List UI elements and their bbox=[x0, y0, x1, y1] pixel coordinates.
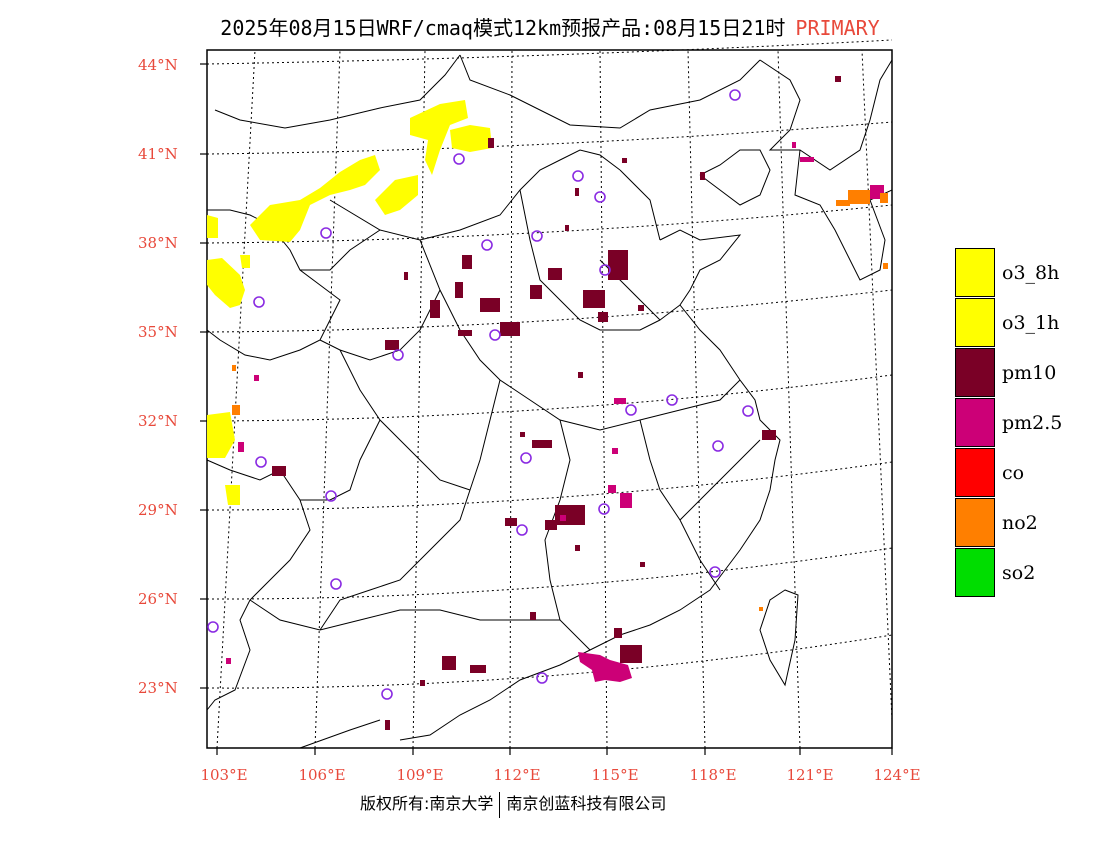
legend-swatch bbox=[955, 348, 995, 397]
legend-swatch bbox=[955, 248, 995, 297]
map-title: 2025年08月15日WRF/cmaq模式12km预报产品:08月15日21时 P… bbox=[0, 12, 1100, 41]
lat-label-38: 38°N bbox=[138, 234, 178, 252]
lat-label-41: 41°N bbox=[138, 145, 178, 163]
copyright-footer: 版权所有:南京大学 南京创蓝科技有限公司 bbox=[360, 790, 666, 818]
legend-item: o3_1h bbox=[955, 298, 1100, 348]
legend-swatch bbox=[955, 498, 995, 547]
pm25-areas bbox=[226, 142, 884, 682]
map-frame bbox=[206, 49, 893, 749]
lat-label-26: 26°N bbox=[138, 590, 178, 608]
lat-label-23: 23°N bbox=[138, 679, 178, 697]
o3-areas bbox=[207, 100, 492, 505]
footer-left: 版权所有:南京大学 bbox=[360, 794, 494, 813]
legend-swatch bbox=[955, 548, 995, 597]
legend-item: no2 bbox=[955, 498, 1100, 548]
legend-label: no2 bbox=[1002, 512, 1038, 534]
lon-label-103: 103°E bbox=[200, 766, 248, 784]
legend-label: pm2.5 bbox=[1002, 412, 1063, 434]
footer-separator bbox=[499, 791, 501, 818]
title-tag: PRIMARY bbox=[795, 16, 880, 40]
no2-areas bbox=[232, 190, 888, 611]
legend-label: o3_8h bbox=[1002, 262, 1060, 284]
lat-label-32: 32°N bbox=[138, 412, 178, 430]
title-main: 2025年08月15日WRF/cmaq模式12km预报产品:08月15日21时 bbox=[220, 16, 786, 40]
legend-item: co bbox=[955, 448, 1100, 498]
lon-label-118: 118°E bbox=[689, 766, 737, 784]
legend-item: pm10 bbox=[955, 348, 1100, 398]
boundaries bbox=[206, 54, 893, 749]
lon-label-112: 112°E bbox=[493, 766, 541, 784]
lon-label-124: 124°E bbox=[873, 766, 921, 784]
lat-label-44: 44°N bbox=[138, 56, 178, 74]
legend-label: o3_1h bbox=[1002, 312, 1060, 334]
legend-label: pm10 bbox=[1002, 362, 1057, 384]
lat-label-35: 35°N bbox=[138, 323, 178, 341]
legend-label: so2 bbox=[1002, 562, 1036, 584]
legend-item: so2 bbox=[955, 548, 1100, 598]
legend-swatch bbox=[955, 448, 995, 497]
lat-label-29: 29°N bbox=[138, 501, 178, 519]
lon-label-115: 115°E bbox=[591, 766, 639, 784]
lon-label-121: 121°E bbox=[786, 766, 834, 784]
legend-item: o3_8h bbox=[955, 248, 1100, 298]
lon-label-109: 109°E bbox=[396, 766, 444, 784]
lon-label-106: 106°E bbox=[298, 766, 346, 784]
axis-ticks bbox=[200, 63, 893, 755]
legend-swatch bbox=[955, 298, 995, 347]
longitude-gridlines bbox=[216, 49, 893, 749]
footer-right: 南京创蓝科技有限公司 bbox=[506, 794, 667, 813]
legend-swatch bbox=[955, 398, 995, 447]
legend-item: pm2.5 bbox=[955, 398, 1100, 448]
city-markers bbox=[207, 89, 754, 700]
legend-label: co bbox=[1002, 462, 1025, 484]
